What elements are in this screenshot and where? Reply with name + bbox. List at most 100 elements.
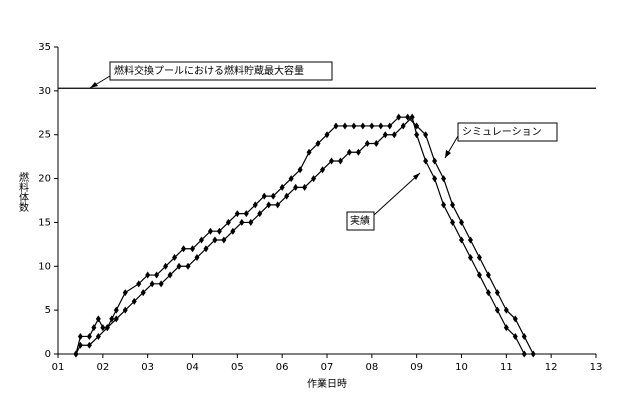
y-tick-label: 25 <box>38 130 51 141</box>
marker <box>270 192 276 200</box>
marker <box>239 218 245 226</box>
reference-label-box <box>109 61 333 81</box>
x-tick-label: 09 <box>410 362 423 373</box>
y-tick-label: 30 <box>38 86 51 97</box>
marker <box>351 122 357 130</box>
marker <box>136 280 142 288</box>
marker <box>382 131 388 139</box>
y-tick-label: 15 <box>38 217 51 228</box>
marker <box>198 236 204 244</box>
marker <box>467 254 473 262</box>
annotation-box <box>457 122 558 142</box>
marker <box>432 157 438 165</box>
marker <box>311 175 317 183</box>
x-tick-label: 11 <box>500 362 513 373</box>
marker <box>243 210 249 218</box>
marker <box>320 166 326 174</box>
marker <box>77 341 83 349</box>
marker <box>95 315 101 323</box>
marker <box>194 254 200 262</box>
marker <box>396 113 402 121</box>
series-line <box>75 116 534 355</box>
x-tick-label: 07 <box>321 362 334 373</box>
x-tick-label: 05 <box>231 362 244 373</box>
marker <box>485 271 491 279</box>
marker <box>337 157 343 165</box>
marker <box>230 227 236 235</box>
marker <box>225 218 231 226</box>
marker <box>530 350 536 358</box>
arrow-head <box>445 150 451 158</box>
x-axis-label: 作業日時 <box>307 377 347 390</box>
marker <box>441 175 447 183</box>
marker <box>122 306 128 314</box>
y-tick-label: 35 <box>38 42 51 53</box>
marker <box>503 306 509 314</box>
y-tick-label: 10 <box>38 261 51 272</box>
marker <box>467 236 473 244</box>
marker <box>293 183 299 191</box>
marker <box>450 218 456 226</box>
marker <box>131 297 137 305</box>
marker <box>503 324 509 332</box>
marker <box>459 236 464 244</box>
marker <box>494 306 500 314</box>
marker <box>355 148 361 156</box>
marker <box>86 332 92 340</box>
marker <box>91 324 97 332</box>
marker <box>391 131 397 139</box>
y-tick-label: 0 <box>45 349 51 360</box>
marker <box>423 131 429 139</box>
annotation-arrow <box>373 172 421 216</box>
x-tick-label: 10 <box>455 362 468 373</box>
series-line <box>75 116 525 355</box>
marker <box>315 139 321 147</box>
x-tick-label: 06 <box>276 362 289 373</box>
marker <box>190 245 195 253</box>
x-tick-label: 01 <box>52 362 65 373</box>
marker <box>216 227 222 235</box>
y-axis-label: 燃料体数 <box>17 171 29 213</box>
marker <box>441 201 447 209</box>
marker <box>109 315 115 323</box>
marker <box>122 289 128 297</box>
marker <box>409 113 415 121</box>
x-tick-label: 04 <box>186 362 199 373</box>
marker <box>369 122 375 130</box>
marker <box>306 148 312 156</box>
marker <box>163 262 169 270</box>
marker <box>113 306 119 314</box>
marker <box>423 157 429 165</box>
marker <box>279 183 285 191</box>
marker <box>275 201 281 209</box>
marker <box>212 236 218 244</box>
marker <box>459 218 464 226</box>
marker <box>154 271 160 279</box>
x-tick-label: 08 <box>365 362 378 373</box>
arrow-head <box>413 173 420 180</box>
marker <box>86 341 92 349</box>
marker <box>207 227 213 235</box>
marker <box>512 315 518 323</box>
annotation-label: 実績 <box>350 214 370 227</box>
marker <box>181 245 187 253</box>
marker <box>342 122 348 130</box>
marker <box>158 280 164 288</box>
marker <box>373 139 379 147</box>
marker <box>221 236 227 244</box>
marker <box>252 201 258 209</box>
marker <box>288 175 294 183</box>
y-tick-label: 5 <box>45 305 51 316</box>
marker <box>476 254 482 262</box>
marker <box>172 254 178 262</box>
y-tick-label: 20 <box>38 174 51 185</box>
marker <box>378 122 384 130</box>
x-tick-label: 03 <box>141 362 154 373</box>
marker <box>302 183 308 191</box>
reference-label: 燃料交換プールにおける燃料貯蔵最大容量 <box>114 64 304 77</box>
marker <box>100 324 106 332</box>
marker <box>248 218 254 226</box>
marker <box>284 192 290 200</box>
marker <box>346 148 352 156</box>
marker <box>167 271 173 279</box>
